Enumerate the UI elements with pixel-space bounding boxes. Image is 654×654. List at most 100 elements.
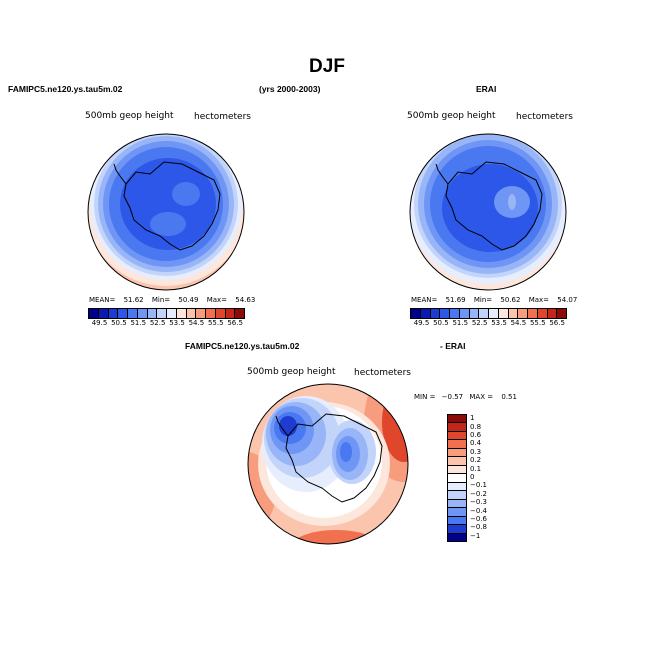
model-units-label: hectometers	[194, 112, 251, 122]
colorbar-swatch	[89, 309, 99, 318]
colorbar-tick-label: −0.8	[470, 523, 487, 532]
colorbar-swatch	[448, 457, 466, 466]
model-max-label: Max=	[206, 296, 228, 304]
diff-field-label: 500mb geop height	[247, 367, 336, 377]
diff-units-label: hectometers	[354, 368, 411, 378]
colorbar-swatch	[448, 525, 466, 534]
colorbar-swatch	[98, 309, 109, 318]
colorbar-tick-label: 50.5	[433, 319, 449, 327]
colorbar-swatch	[448, 491, 466, 500]
obs-map	[409, 133, 567, 291]
model-mean-label: MEAN=	[89, 296, 116, 304]
colorbar-swatch	[448, 499, 466, 509]
years-label: (yrs 2000-2003)	[259, 84, 321, 94]
colorbar-swatch	[469, 309, 480, 318]
model-field-label: 500mb geop height	[85, 111, 174, 121]
colorbar-tick-label: −0.2	[470, 489, 487, 498]
colorbar-tick-label: 56.5	[549, 319, 565, 327]
colorbar-swatch	[411, 309, 421, 318]
colorbar-swatch	[448, 448, 466, 458]
colorbar-swatch	[489, 309, 499, 318]
colorbar-swatch	[450, 309, 460, 318]
colorbar-swatch	[448, 431, 466, 441]
colorbar-swatch	[420, 309, 431, 318]
colorbar-tick-label: 54.5	[510, 319, 527, 327]
obs-min-value: 50.62	[500, 296, 521, 304]
colorbar-swatch	[459, 309, 470, 318]
model-stats: MEAN= 51.62 Min= 50.49 Max= 54.63	[89, 296, 255, 304]
colorbar-swatch	[448, 482, 466, 492]
colorbar-swatch	[147, 309, 158, 318]
diff-colorbar	[447, 414, 467, 542]
colorbar-tick-label: 54.5	[188, 319, 205, 327]
model-header: FAMIPC5.ne120.ys.tau5m.02	[8, 84, 123, 94]
diff-min-label: MIN =	[414, 393, 436, 401]
colorbar-tick-label: 0.4	[470, 439, 482, 448]
colorbar-tick-label: 0.6	[470, 431, 482, 439]
diff-max-label: MAX =	[469, 393, 494, 401]
colorbar-tick-label: 50.5	[111, 319, 127, 327]
colorbar-tick-label: −1	[470, 531, 481, 540]
diff-colorbar-ticks: 1 0.8 0.6 0.4 0.3 0.2 0.1 0 −0.1 −0.2 −0.3 −0.4 −0.6…	[470, 414, 510, 542]
obs-min-label: Min=	[473, 296, 493, 304]
colorbar-swatch	[448, 516, 466, 526]
colorbar-swatch	[508, 309, 519, 318]
obs-mean-value: 51.69	[445, 296, 466, 304]
colorbar-swatch	[108, 309, 119, 318]
colorbar-swatch	[128, 309, 138, 318]
colorbar-swatch	[537, 309, 548, 318]
colorbar-tick-label: 52.5	[471, 319, 488, 327]
colorbar-swatch	[448, 423, 466, 432]
colorbar-swatch	[118, 309, 128, 318]
colorbar-swatch	[448, 465, 466, 475]
colorbar-tick-label: 51.5	[130, 319, 147, 327]
colorbar-tick-label: 0.8	[470, 422, 482, 431]
colorbar-swatch	[448, 415, 466, 424]
colorbar-swatch	[225, 309, 236, 318]
colorbar-swatch	[167, 309, 177, 318]
colorbar-swatch	[186, 309, 197, 318]
diff-map	[247, 383, 409, 545]
figure-title: DJF	[309, 56, 345, 77]
colorbar-tick-label: 0	[470, 473, 475, 481]
obs-field-label: 500mb geop height	[407, 111, 496, 121]
colorbar-swatch	[215, 309, 226, 318]
colorbar-tick-label: 55.5	[529, 319, 546, 327]
colorbar-tick-label: 52.5	[149, 319, 166, 327]
obs-stats: MEAN= 51.69 Min= 50.62 Max= 54.07	[411, 296, 577, 304]
colorbar-swatch	[547, 309, 558, 318]
colorbar-tick-label: −0.4	[470, 506, 487, 515]
colorbar-swatch	[448, 474, 466, 483]
colorbar-tick-label: 0.3	[470, 447, 482, 456]
colorbar-tick-label: −0.1	[470, 481, 487, 490]
model-min-label: Min=	[151, 296, 171, 304]
colorbar-tick-label: 51.5	[452, 319, 469, 327]
colorbar-tick-label: 53.5	[491, 319, 507, 327]
diff-min-value: −0.57	[441, 393, 464, 401]
colorbar-swatch	[137, 309, 148, 318]
colorbar-swatch	[518, 309, 528, 318]
diff-minmax: MIN = −0.57 MAX = 0.51	[414, 393, 517, 401]
diff-max-value: 0.51	[501, 393, 517, 401]
colorbar-swatch	[157, 309, 167, 318]
colorbar-swatch	[498, 309, 509, 318]
colorbar-swatch	[448, 440, 466, 449]
model-max-value: 54.63	[235, 296, 256, 304]
colorbar-tick-label: 0.1	[470, 464, 482, 473]
obs-colorbar-ticks: 49.5 50.5 51.5 52.5 53.5 54.5 55.5 56.5	[410, 319, 570, 329]
obs-max-value: 54.07	[557, 296, 578, 304]
model-colorbar	[88, 308, 245, 319]
colorbar-swatch	[176, 309, 187, 318]
model-min-value: 50.49	[178, 296, 199, 304]
obs-colorbar	[410, 308, 567, 319]
colorbar-swatch	[479, 309, 489, 318]
colorbar-swatch	[528, 309, 538, 318]
colorbar-swatch	[430, 309, 441, 318]
obs-header: ERAI	[476, 84, 497, 94]
model-map	[87, 133, 245, 291]
colorbar-tick-label: 56.5	[227, 319, 243, 327]
model-mean-value: 51.62	[123, 296, 144, 304]
colorbar-tick-label: 53.5	[169, 319, 185, 327]
colorbar-tick-label: −0.6	[470, 515, 487, 523]
colorbar-swatch	[196, 309, 206, 318]
